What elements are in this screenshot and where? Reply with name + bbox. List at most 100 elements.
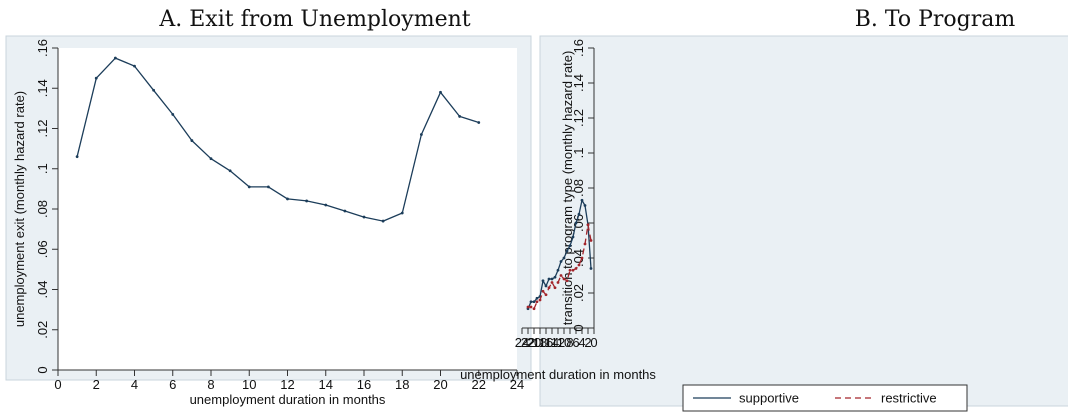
y-tick-label: .1 — [571, 148, 586, 159]
y-tick-label: 0 — [571, 324, 586, 331]
y-tick-label: 0 — [35, 366, 50, 373]
y-tick-label: .02 — [571, 284, 586, 302]
data-point — [562, 277, 566, 281]
data-point — [541, 289, 545, 293]
legend-label-supportive: supportive — [739, 391, 799, 406]
y-tick-label: .08 — [35, 200, 50, 218]
data-point — [553, 286, 557, 290]
x-tick-label: 4 — [578, 335, 585, 350]
x-axis-title: unemployment duration in months — [190, 392, 386, 407]
y-tick-label: .1 — [35, 163, 50, 174]
series-line-supportive — [527, 199, 592, 310]
y-tick-label: .16 — [35, 39, 50, 57]
x-tick-label: 20 — [433, 377, 447, 392]
data-point — [343, 209, 347, 213]
x-tick-label: 8 — [207, 377, 214, 392]
data-point — [419, 133, 423, 136]
data-point — [547, 277, 551, 281]
data-point — [535, 300, 539, 304]
data-point — [568, 244, 572, 248]
data-point — [577, 212, 581, 216]
x-tick-label: 6 — [169, 377, 176, 392]
y-tick-label: .06 — [35, 240, 50, 258]
data-point — [266, 185, 270, 189]
data-point — [439, 90, 442, 94]
data-point — [580, 256, 584, 260]
data-point — [589, 267, 593, 270]
x-tick-label: 10 — [557, 335, 571, 350]
series-line-restrictive — [528, 224, 592, 310]
data-point — [580, 198, 584, 202]
y-tick-label: .12 — [571, 109, 586, 127]
data-point — [532, 307, 536, 311]
data-point — [381, 219, 385, 223]
data-point — [583, 204, 587, 207]
y-tick-label: .04 — [571, 249, 586, 267]
data-point — [228, 169, 232, 173]
data-point — [247, 185, 251, 189]
x-tick-label: 0 — [590, 335, 597, 350]
x-tick-label: 22 — [521, 335, 535, 350]
legend: supportive restrictive — [682, 384, 968, 412]
data-point — [286, 197, 289, 201]
data-point — [568, 268, 572, 272]
x-tick-label: 2 — [584, 335, 591, 350]
x-tick-label: 2 — [93, 377, 100, 392]
data-point — [305, 199, 309, 203]
x-tick-label: 10 — [242, 377, 256, 392]
x-tick-label: 24 — [510, 377, 524, 392]
x-tick-label: 18 — [533, 335, 547, 350]
data-point — [133, 64, 136, 68]
x-tick-label: 14 — [319, 377, 333, 392]
chart-panel-a: 0 2 4 6 8 10 12 14 16 18 20 22 240.02.04.06.08.1.12.… — [5, 7, 532, 407]
data-point — [526, 305, 530, 309]
data-point — [544, 293, 548, 297]
chart-title: B. To Program — [855, 7, 1016, 32]
x-tick-label: 4 — [131, 377, 138, 392]
data-point — [589, 239, 593, 242]
x-tick-label: 12 — [280, 377, 294, 392]
data-point — [400, 211, 404, 215]
x-tick-label: 24 — [515, 335, 529, 350]
data-point — [562, 256, 566, 260]
panel-background — [539, 35, 1068, 407]
legend-label-restrictive: restrictive — [881, 391, 937, 406]
chart-panel-b: 0246810121416182022240.02.04.06.08.1.12.… — [460, 7, 1068, 412]
y-axis-title: unemployment exit (monthly hazard rate) — [12, 91, 27, 327]
data-point — [574, 267, 578, 270]
y-tick-label: .12 — [35, 119, 50, 137]
y-tick-label: .14 — [35, 79, 50, 97]
data-point — [550, 281, 554, 284]
data-point — [152, 88, 156, 92]
data-point — [559, 260, 563, 263]
series-line — [76, 57, 479, 222]
data-point — [565, 249, 569, 253]
data-point — [529, 305, 533, 309]
data-point — [556, 281, 560, 284]
data-point — [477, 121, 481, 124]
x-tick-label: 18 — [395, 377, 409, 392]
y-tick-label: .16 — [571, 39, 586, 57]
y-tick-label: .14 — [571, 74, 586, 92]
x-tick-label: 0 — [54, 377, 61, 392]
x-tick-label: 8 — [566, 335, 573, 350]
data-point — [553, 275, 557, 279]
data-point — [324, 203, 328, 207]
data-point — [547, 286, 551, 290]
data-point — [94, 76, 98, 80]
data-point — [535, 296, 539, 300]
y-tick-label: .04 — [35, 280, 50, 298]
data-point — [544, 284, 548, 288]
y-tick-label: .02 — [35, 321, 50, 339]
data-point — [577, 263, 581, 267]
x-axis-title: unemployment duration in months — [460, 367, 656, 382]
x-tick-label: 16 — [357, 377, 371, 392]
data-point — [565, 279, 569, 283]
data-point — [556, 268, 560, 272]
data-point — [113, 56, 117, 60]
x-tick-label: 22 — [472, 377, 486, 392]
data-point — [541, 279, 545, 283]
data-point — [559, 274, 563, 277]
data-point — [458, 115, 462, 118]
